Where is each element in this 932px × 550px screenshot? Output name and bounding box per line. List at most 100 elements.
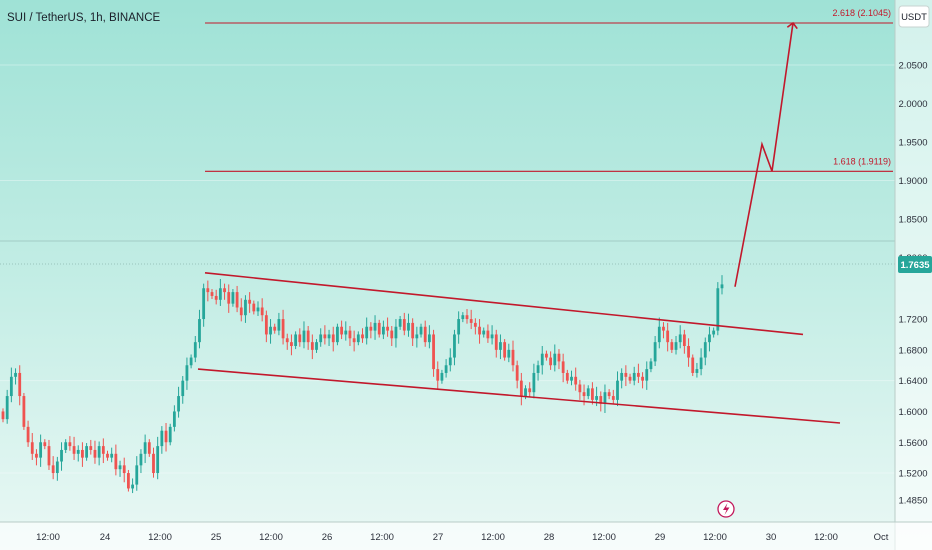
candle-body[interactable]	[260, 307, 264, 316]
candle-body[interactable]	[586, 388, 590, 397]
candle-body[interactable]	[39, 442, 43, 458]
candle-body[interactable]	[26, 426, 30, 443]
candle-body[interactable]	[453, 334, 456, 358]
candle-body[interactable]	[244, 299, 247, 316]
candle-body[interactable]	[106, 453, 109, 458]
candle-body[interactable]	[97, 446, 101, 458]
candle-body[interactable]	[545, 353, 548, 358]
candle-body[interactable]	[394, 326, 398, 339]
candle-body[interactable]	[47, 446, 51, 466]
candle-body[interactable]	[699, 357, 703, 370]
candle-body[interactable]	[377, 322, 381, 335]
candle-body[interactable]	[327, 334, 331, 339]
candle-body[interactable]	[306, 330, 310, 343]
candle-body[interactable]	[147, 442, 151, 454]
candle-body[interactable]	[402, 319, 406, 331]
candle-body[interactable]	[720, 284, 724, 289]
candle-body[interactable]	[695, 369, 699, 373]
candle-body[interactable]	[419, 326, 423, 335]
candle-body[interactable]	[519, 380, 523, 397]
candle-body[interactable]	[386, 326, 389, 331]
candle-body[interactable]	[436, 369, 440, 381]
candle-body[interactable]	[666, 330, 670, 343]
candle-body[interactable]	[499, 342, 502, 350]
candle-body[interactable]	[164, 430, 168, 443]
candle-body[interactable]	[60, 449, 63, 462]
candle-body[interactable]	[540, 353, 544, 366]
candle-body[interactable]	[678, 334, 682, 343]
candle-body[interactable]	[177, 396, 180, 412]
candle-body[interactable]	[691, 357, 695, 373]
candle-body[interactable]	[603, 392, 607, 404]
candle-body[interactable]	[118, 465, 122, 470]
candle-body[interactable]	[172, 411, 176, 427]
candle-body[interactable]	[51, 465, 55, 474]
candle-body[interactable]	[281, 319, 285, 339]
candle-body[interactable]	[574, 376, 578, 385]
candle-body[interactable]	[248, 299, 252, 304]
currency-button[interactable]	[898, 5, 930, 28]
candle-body[interactable]	[35, 453, 38, 458]
candle-body[interactable]	[361, 334, 364, 339]
projection-arrow[interactable]	[734, 21, 798, 287]
candle-body[interactable]	[708, 334, 711, 343]
candle-body[interactable]	[682, 334, 686, 347]
candle-body[interactable]	[494, 334, 498, 350]
candle-body[interactable]	[76, 449, 80, 454]
candle-body[interactable]	[687, 346, 690, 358]
candle-body[interactable]	[294, 334, 298, 347]
candle-body[interactable]	[515, 365, 519, 381]
candle-body[interactable]	[670, 342, 674, 350]
candle-body[interactable]	[632, 372, 636, 381]
candle-body[interactable]	[43, 442, 47, 447]
candle-body[interactable]	[302, 330, 306, 343]
candle-body[interactable]	[131, 484, 134, 489]
candle-body[interactable]	[227, 292, 231, 304]
candle-body[interactable]	[285, 338, 289, 343]
candle-body[interactable]	[507, 349, 511, 358]
candle-body[interactable]	[72, 446, 76, 454]
candle-body[interactable]	[210, 292, 214, 296]
candle-body[interactable]	[206, 288, 210, 293]
candle-body[interactable]	[55, 461, 59, 474]
candle-body[interactable]	[628, 376, 632, 381]
candle-body[interactable]	[469, 319, 473, 323]
candle-body[interactable]	[549, 357, 553, 366]
candle-body[interactable]	[641, 376, 644, 381]
candle-body[interactable]	[461, 315, 465, 320]
candle-body[interactable]	[277, 319, 281, 331]
candle-body[interactable]	[290, 342, 293, 347]
candle-body[interactable]	[18, 372, 22, 397]
candle-body[interactable]	[310, 342, 314, 350]
candle-body[interactable]	[168, 426, 172, 443]
channel-lower-line[interactable]	[197, 368, 841, 424]
candle-body[interactable]	[524, 388, 527, 397]
candle-body[interactable]	[557, 353, 561, 362]
candle-body[interactable]	[202, 288, 206, 320]
candle-body[interactable]	[448, 357, 452, 366]
candle-body[interactable]	[595, 396, 598, 400]
candle-body[interactable]	[365, 326, 369, 339]
candle-body[interactable]	[218, 288, 222, 300]
candle-body[interactable]	[373, 322, 377, 331]
candle-body[interactable]	[440, 372, 444, 381]
candle-body[interactable]	[457, 319, 461, 335]
candle-body[interactable]	[9, 376, 13, 397]
candle-body[interactable]	[22, 396, 26, 427]
candle-body[interactable]	[674, 342, 678, 350]
candle-body[interactable]	[582, 392, 586, 397]
candle-body[interactable]	[5, 396, 9, 420]
candle-body[interactable]	[1, 411, 5, 420]
candle-body[interactable]	[611, 396, 615, 400]
time-axis[interactable]	[0, 522, 932, 550]
candle-body[interactable]	[607, 392, 611, 397]
candle-body[interactable]	[645, 369, 649, 381]
candle-body[interactable]	[473, 322, 477, 327]
candle-body[interactable]	[624, 372, 628, 377]
candle-body[interactable]	[160, 430, 164, 447]
candle-body[interactable]	[152, 453, 155, 474]
candle-body[interactable]	[331, 334, 335, 343]
candle-body[interactable]	[591, 388, 594, 400]
candle-body[interactable]	[432, 334, 435, 370]
candle-body[interactable]	[319, 334, 323, 343]
